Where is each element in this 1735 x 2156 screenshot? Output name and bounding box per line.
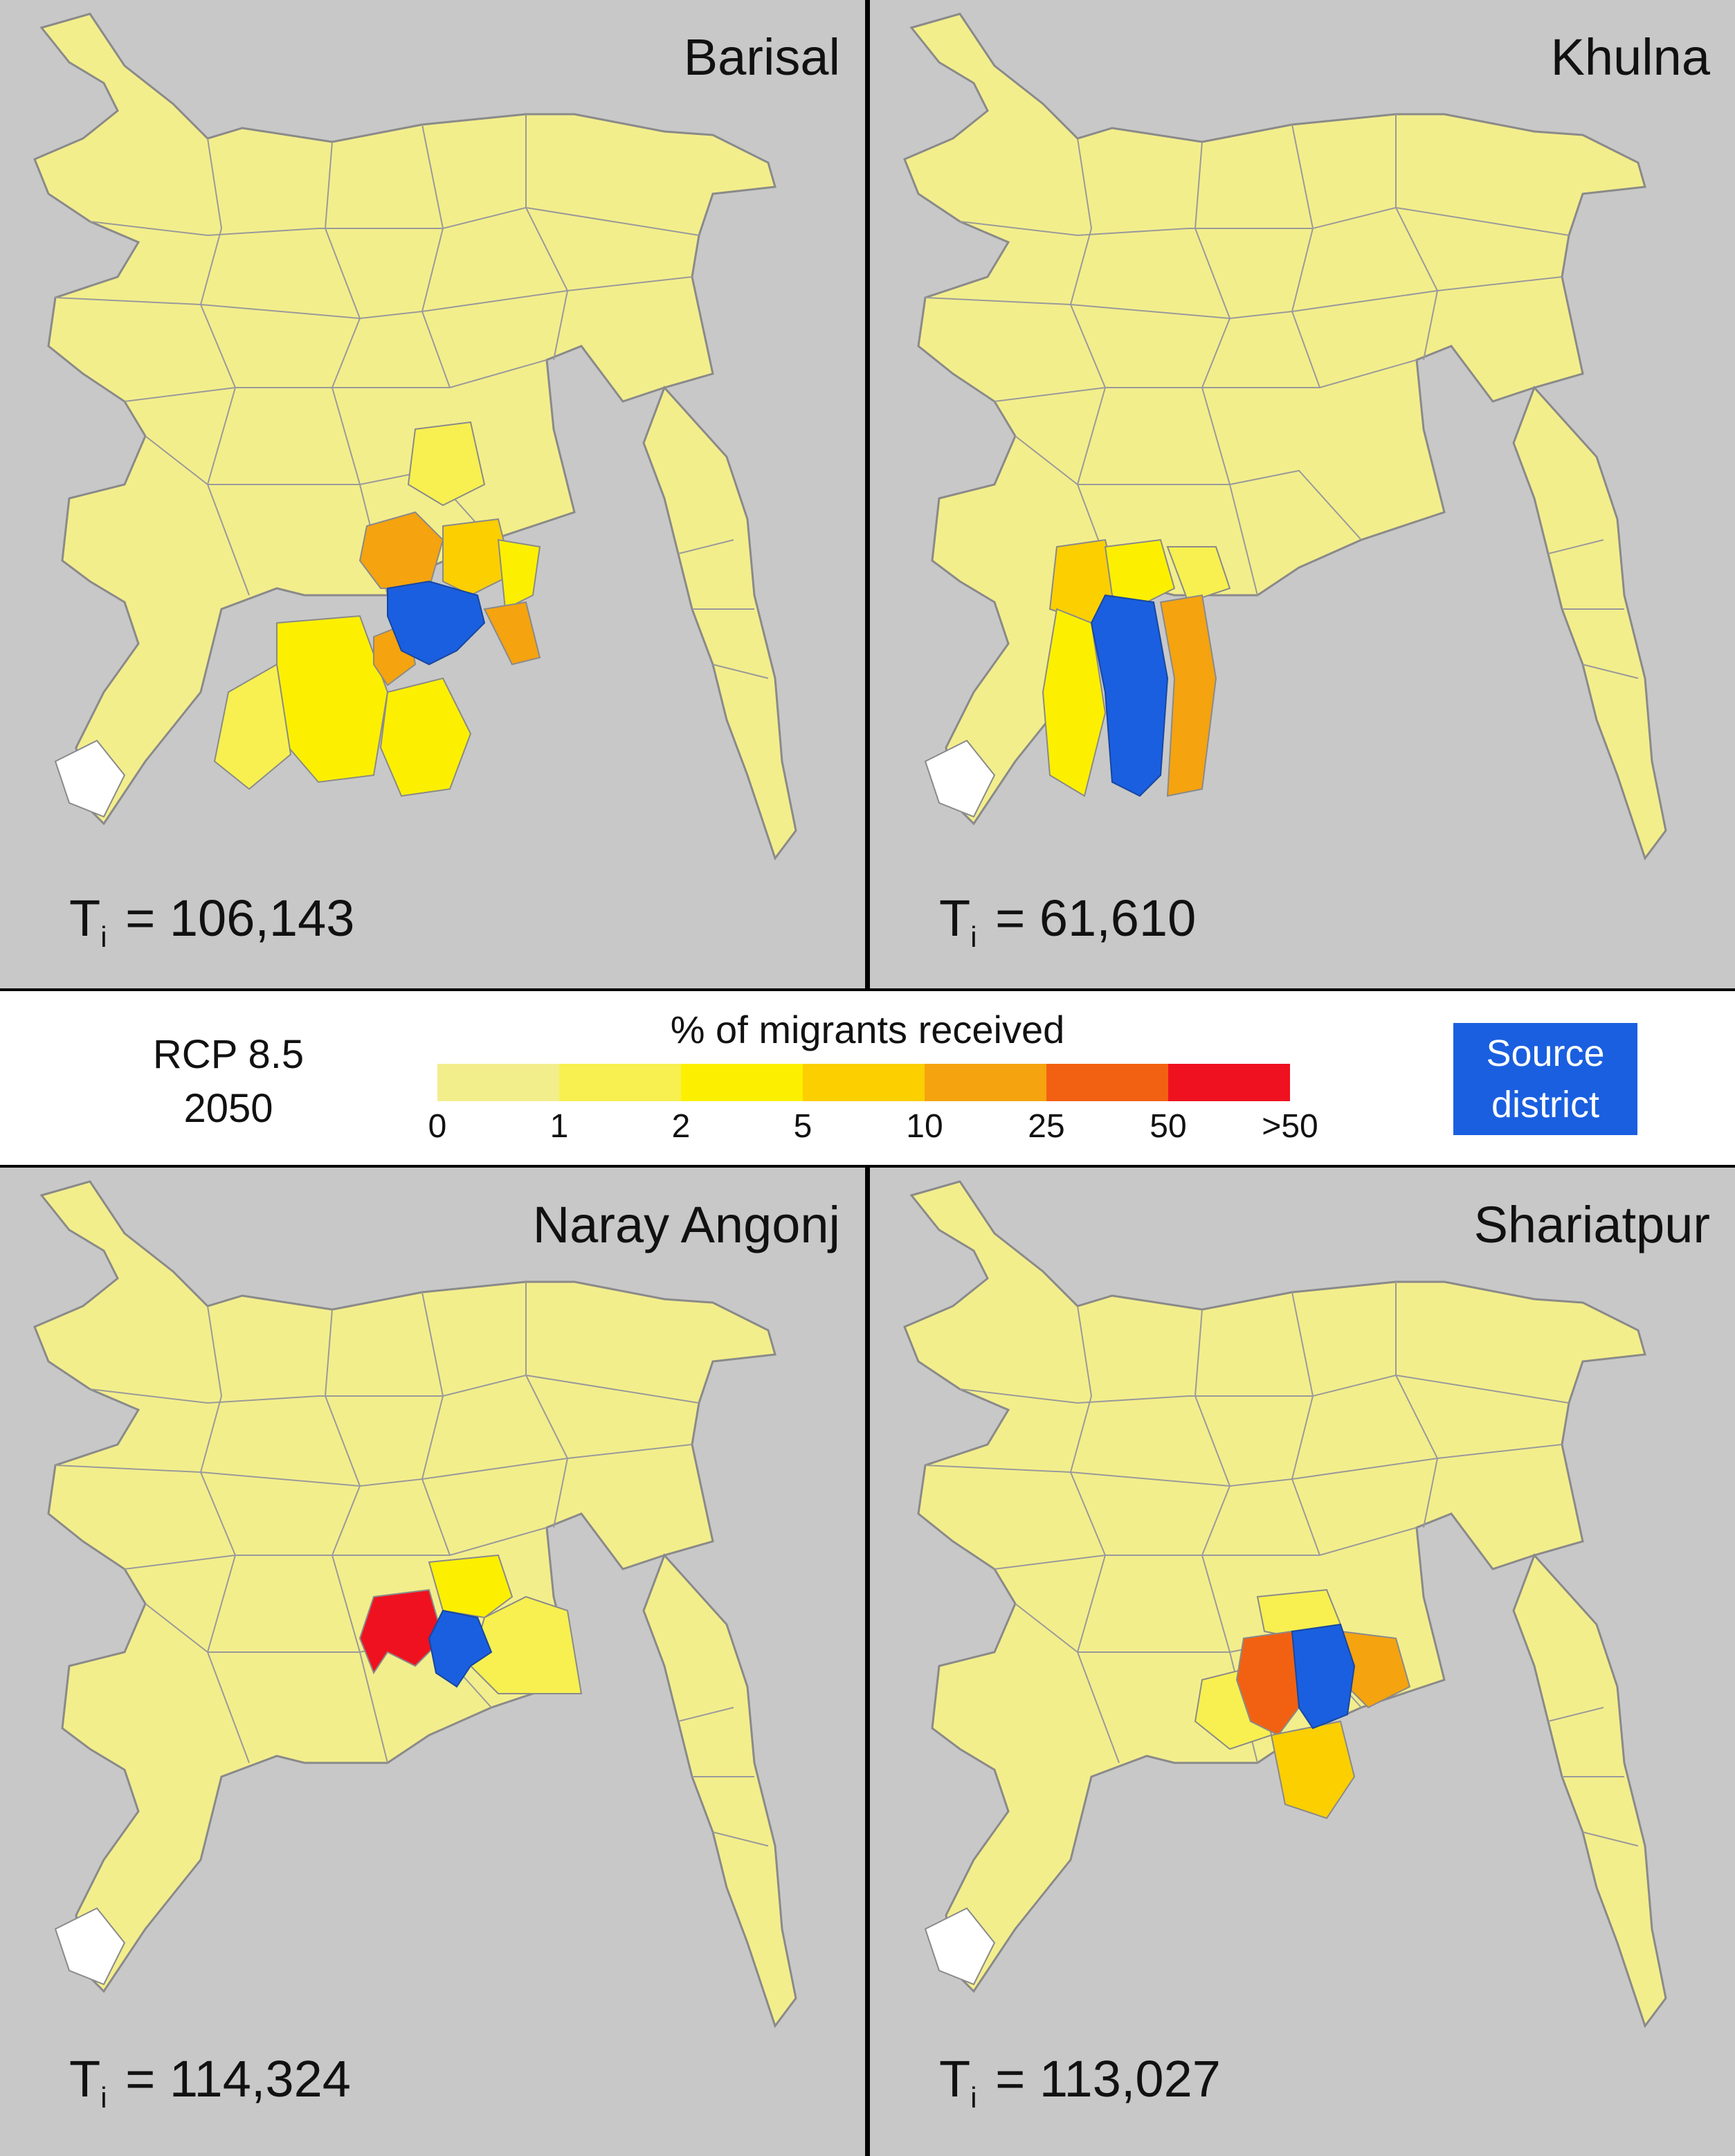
map-panel-khulna: Khulna Ti = 61,610 [870, 0, 1735, 988]
bangladesh-map [33, 1180, 797, 2029]
district-source [1291, 1623, 1356, 1730]
district-receiver [213, 663, 292, 790]
legend-swatch [925, 1064, 1046, 1101]
legend-tick-label: 5 [793, 1108, 812, 1145]
total-migrants-label: Ti = 114,324 [69, 2049, 351, 2114]
district-receiver [1159, 594, 1217, 797]
ti-subscript: i [970, 921, 977, 953]
legend-tick-label: 50 [1150, 1108, 1187, 1145]
map-panel-shariatpur: Shariatpur Ti = 113,027 [870, 1168, 1735, 2156]
chittagong-outline [642, 386, 797, 861]
map-panel-barisal: Barisal Ti = 106,143 [0, 0, 865, 988]
ti-value: = 113,027 [995, 2050, 1221, 2108]
legend-tick-label: 25 [1028, 1108, 1065, 1145]
chittagong-outline [1512, 1553, 1667, 2029]
legend-tick-label: >50 [1262, 1108, 1318, 1145]
panel-title: Shariatpur [1473, 1196, 1710, 1253]
district-source [387, 580, 486, 666]
district-source [428, 1609, 493, 1688]
ti-value: = 106,143 [125, 889, 355, 947]
district-receiver [428, 1554, 514, 1619]
scenario-label: RCP 8.5 2050 [138, 1028, 318, 1136]
source-district-legend: Source district [1453, 1023, 1637, 1135]
sundarbans-coast [54, 739, 126, 818]
source-label-line1: Source [1486, 1033, 1605, 1074]
total-migrants-label: Ti = 106,143 [69, 889, 354, 954]
district-receiver [483, 601, 541, 666]
district-receiver [1166, 546, 1231, 604]
panel-divider-horizontal-bottom [0, 1165, 1735, 1168]
sundarbans-coast [54, 1907, 126, 1986]
district-receiver [497, 538, 541, 610]
district-borders [925, 1282, 1639, 1847]
bangladesh-map [903, 12, 1667, 861]
district-receiver [1104, 538, 1176, 610]
legend-tick-label: 1 [549, 1108, 569, 1145]
legend-swatch [559, 1064, 681, 1101]
ti-symbol: T [939, 2050, 971, 2108]
district-borders [925, 114, 1639, 679]
panel-divider-horizontal-top [0, 988, 1735, 991]
panel-title: Barisal [683, 28, 840, 86]
panel-title: Khulna [1550, 28, 1710, 86]
ti-subscript: i [100, 921, 107, 953]
chittagong-outline [642, 1553, 797, 2029]
scenario-year: 2050 [183, 1086, 273, 1131]
district-borders [55, 1282, 769, 1847]
chittagong-outline [1512, 386, 1667, 861]
legend-tick-label: 2 [671, 1108, 691, 1145]
ti-symbol: T [69, 889, 101, 947]
ti-value: = 61,610 [995, 889, 1197, 947]
ti-subscript: i [100, 2081, 107, 2114]
district-source [1090, 594, 1169, 797]
ti-subscript: i [970, 2081, 977, 2114]
bangladesh-map [903, 1180, 1667, 2029]
district-receiver [379, 677, 472, 797]
map-panel-narayanganj: Naray Angonj Ti = 114,324 [0, 1168, 865, 2156]
ti-value: = 114,324 [125, 2050, 351, 2108]
legend-swatch [681, 1064, 803, 1101]
legend-swatch [803, 1064, 925, 1101]
scenario-rcp: RCP 8.5 [152, 1032, 305, 1077]
bangladesh-map [33, 12, 797, 861]
legend-swatch [1168, 1064, 1290, 1101]
total-migrants-label: Ti = 113,027 [939, 2049, 1221, 2114]
source-label-line2: district [1491, 1084, 1599, 1125]
legend-color-bar [437, 1064, 1290, 1101]
district-receiver [1270, 1720, 1356, 1820]
legend-title: % of migrants received [670, 1008, 1065, 1051]
panel-divider-vertical-top [865, 0, 870, 988]
total-migrants-label: Ti = 61,610 [939, 889, 1196, 954]
sundarbans-coast [924, 739, 996, 818]
sundarbans-coast [924, 1907, 996, 1986]
legend-swatch [1046, 1064, 1168, 1101]
legend-tick-label: 10 [906, 1108, 943, 1145]
legend-tick-label: 0 [428, 1108, 447, 1145]
ti-symbol: T [69, 2050, 101, 2108]
legend-swatch [437, 1064, 559, 1101]
district-receiver [442, 518, 514, 597]
district-receiver [358, 1588, 444, 1675]
ti-symbol: T [939, 889, 971, 947]
district-receiver [276, 615, 389, 783]
district-receiver [407, 421, 486, 507]
panel-title: Naray Angonj [532, 1196, 840, 1253]
panel-divider-vertical-bottom [865, 1168, 870, 2156]
